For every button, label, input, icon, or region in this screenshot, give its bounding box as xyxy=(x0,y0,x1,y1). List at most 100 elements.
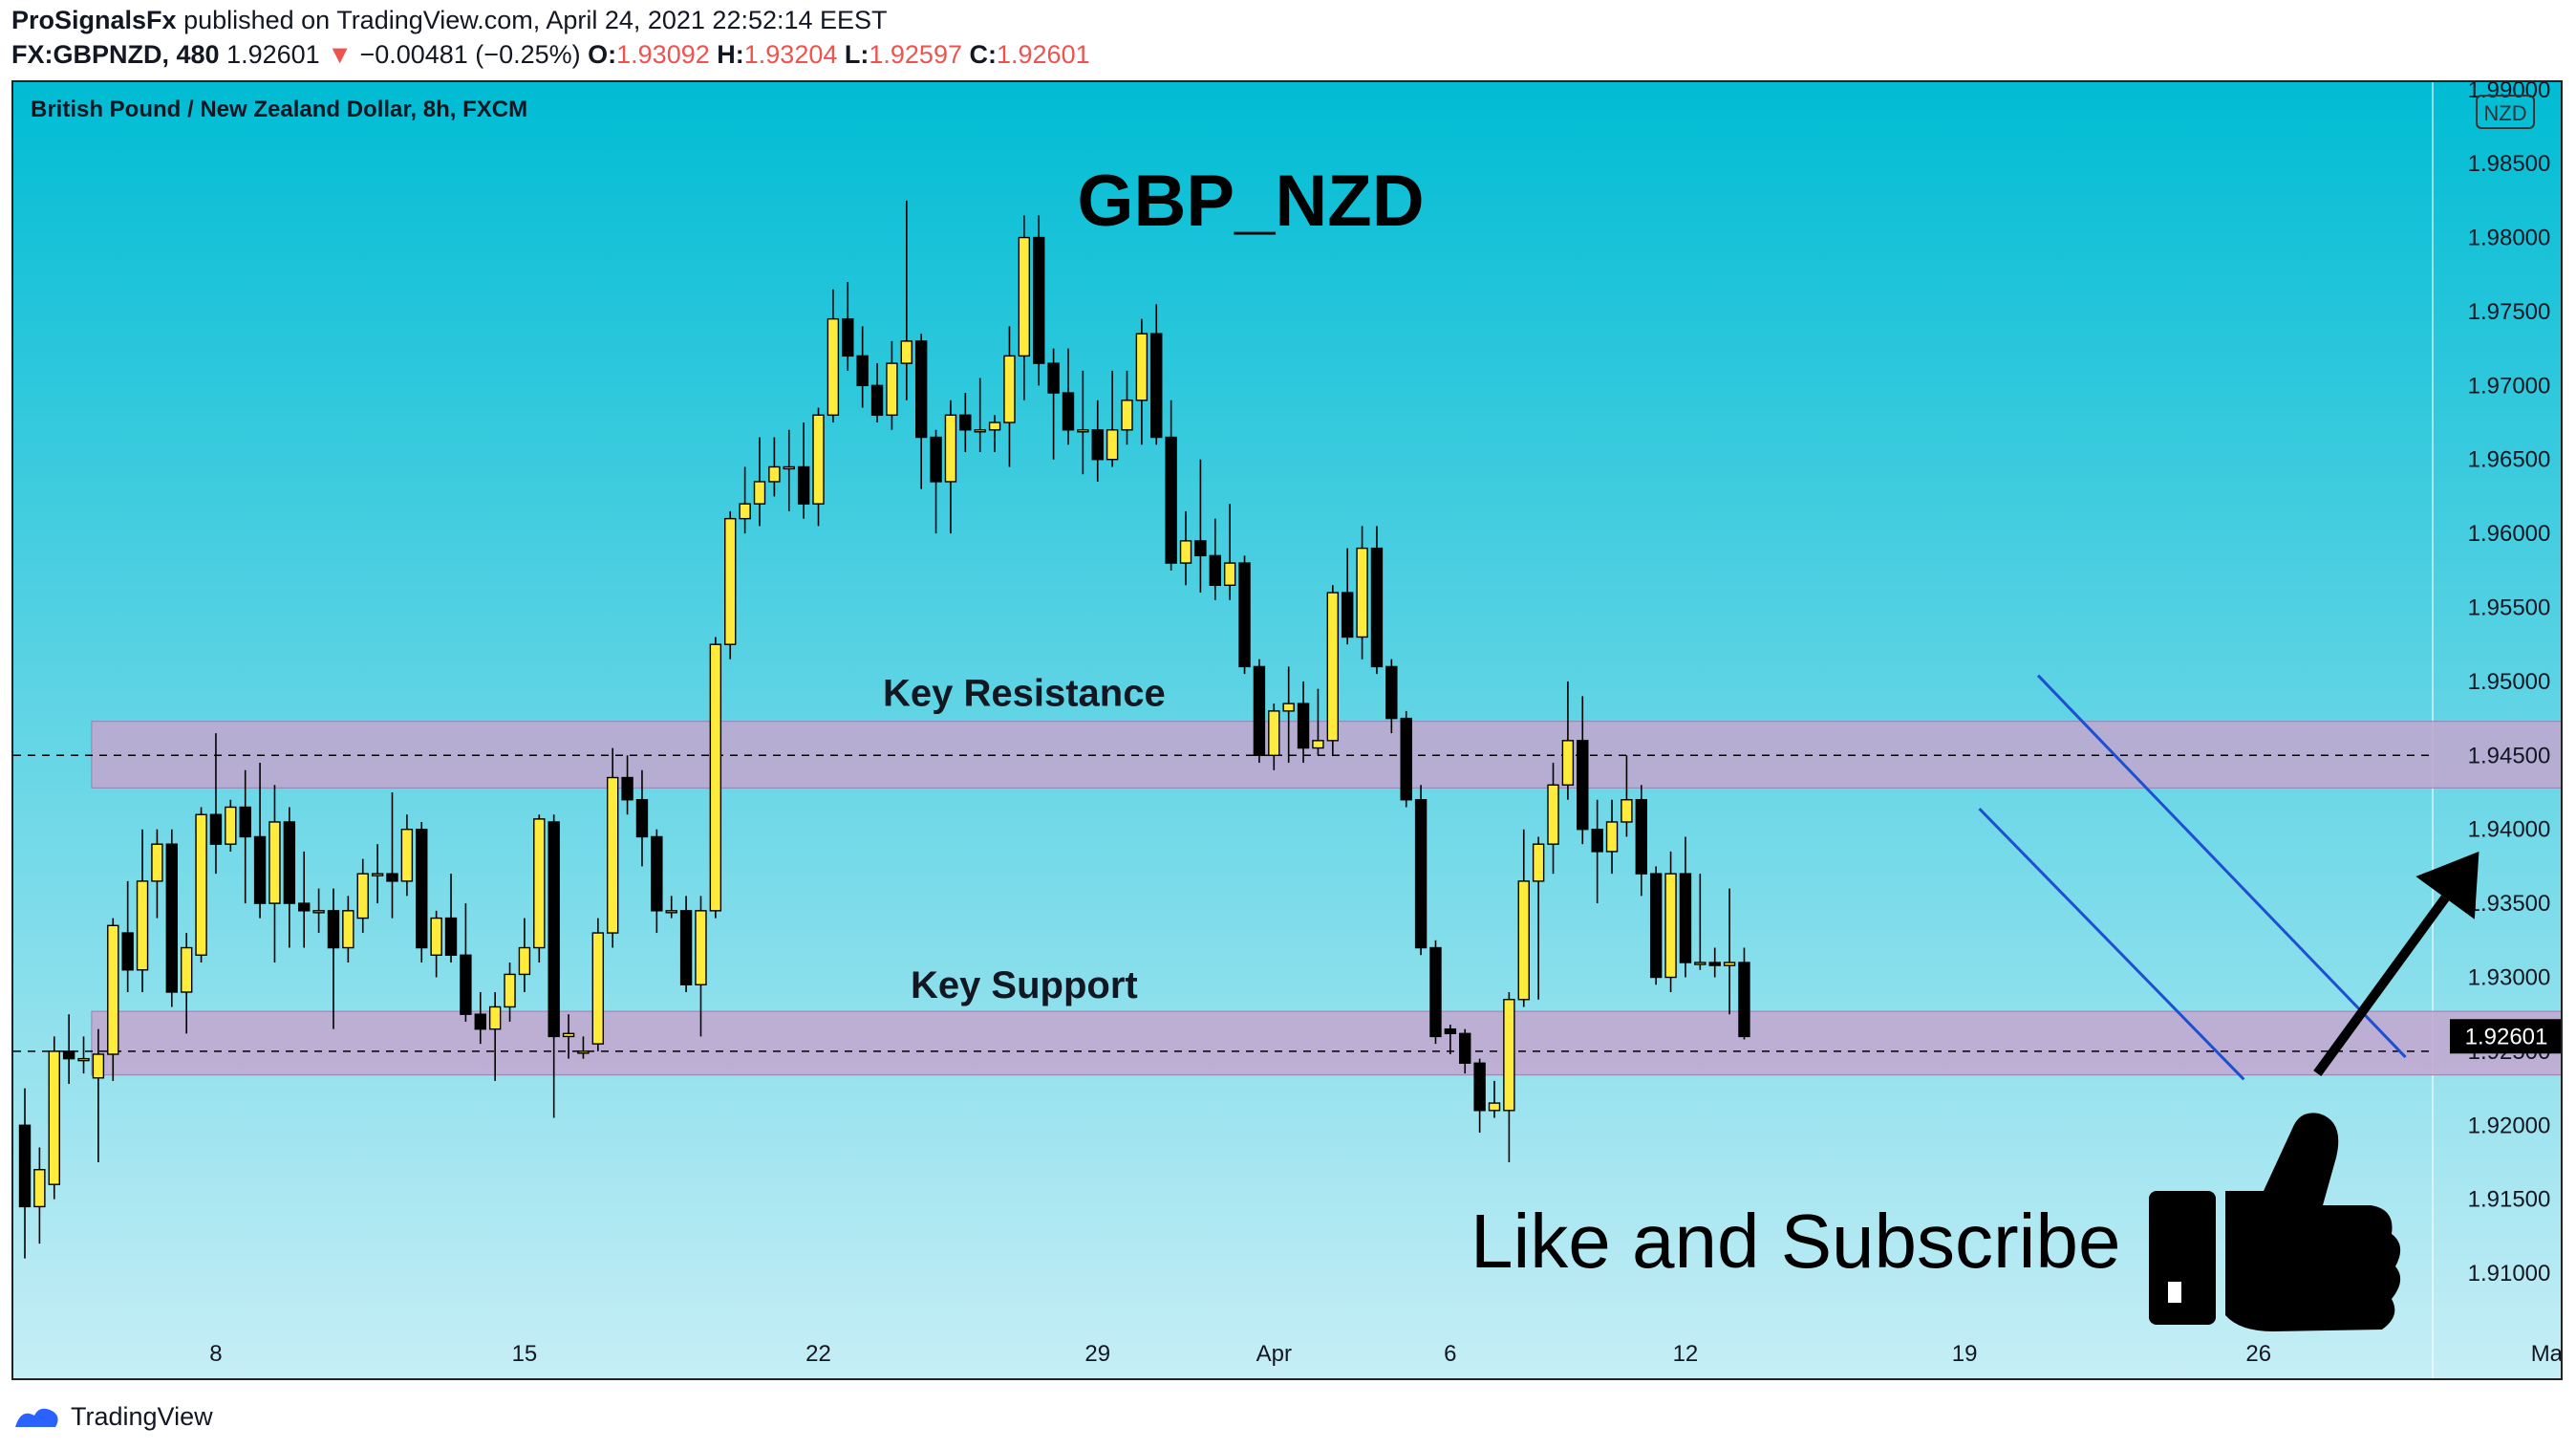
candle xyxy=(783,429,795,511)
candle xyxy=(1268,703,1280,770)
candle-body xyxy=(621,776,633,801)
dashed-levels-layer xyxy=(13,754,2433,1052)
candle xyxy=(607,747,619,948)
candle xyxy=(577,1036,590,1059)
candle xyxy=(1591,799,1603,904)
candle-body xyxy=(826,317,840,416)
candle xyxy=(92,1028,105,1162)
x-tick-label: May xyxy=(2531,1341,2561,1367)
thumbs-up-icon[interactable] xyxy=(2149,1113,2401,1331)
candle-body xyxy=(239,806,251,838)
x-tick-label: 29 xyxy=(1084,1341,1110,1367)
candle xyxy=(1135,318,1148,445)
publisher-name[interactable]: ProSignalsFx xyxy=(11,6,177,34)
candle-body xyxy=(1077,429,1089,433)
candle-body xyxy=(504,973,516,1008)
tradingview-brand[interactable]: TradingView xyxy=(71,1401,213,1431)
y-axis: 1.99000 1.98500 1.98000 1.97500 1.97000 1.965… xyxy=(2468,82,2551,1287)
chart-frame[interactable]: 1.99000 1.98500 1.98000 1.97500 1.97000 1.965… xyxy=(11,80,2563,1380)
candle-body xyxy=(342,910,354,949)
candle xyxy=(1577,696,1589,845)
candle-body xyxy=(430,917,442,956)
candle xyxy=(1297,681,1310,764)
candle xyxy=(1488,1080,1501,1118)
candle xyxy=(1062,348,1075,445)
candle xyxy=(1165,400,1177,571)
candlestick-chart[interactable]: 1.99000 1.98500 1.98000 1.97500 1.97000 1.965… xyxy=(13,82,2561,1378)
footer: TradingView xyxy=(11,1397,213,1436)
candle xyxy=(959,393,972,452)
zone-support xyxy=(91,1010,2561,1076)
candle xyxy=(1621,755,1633,837)
candle xyxy=(416,821,428,963)
close-value: 1.92601 xyxy=(997,40,1090,69)
candle-body xyxy=(1062,392,1075,431)
candle xyxy=(444,874,458,963)
candle xyxy=(651,829,663,934)
tradingview-logo-icon[interactable] xyxy=(11,1402,61,1431)
candle-body xyxy=(886,362,898,416)
candle-body xyxy=(298,902,311,912)
key-resistance-label: Key Resistance xyxy=(883,673,1166,715)
candle-body xyxy=(77,1057,90,1062)
candle-body xyxy=(136,880,149,971)
candle xyxy=(107,918,119,1081)
bullish-arrow-icon xyxy=(2313,851,2479,1077)
candle-body xyxy=(474,1013,486,1030)
candle-body xyxy=(562,1032,575,1038)
candle-body xyxy=(1561,740,1575,786)
candle xyxy=(753,437,766,527)
candle-body xyxy=(679,910,693,985)
candle xyxy=(739,466,751,534)
zones-layer xyxy=(91,721,2561,1076)
currency-badge: NZD xyxy=(2476,95,2535,129)
candle-body xyxy=(48,1050,60,1185)
candle xyxy=(1047,348,1060,460)
candle xyxy=(33,1147,46,1244)
candle-body xyxy=(1444,1027,1457,1035)
candle xyxy=(1033,215,1045,386)
candle xyxy=(679,896,693,992)
y-tick-label: 1.91000 xyxy=(2468,1261,2551,1287)
candle xyxy=(1326,585,1340,756)
zone-resistance xyxy=(91,721,2561,789)
candle-body xyxy=(151,843,163,882)
candle-body xyxy=(1473,1062,1486,1112)
change-down-icon: ▼ xyxy=(327,40,353,69)
candle-body xyxy=(1723,962,1736,966)
candle xyxy=(1503,991,1515,1162)
candle xyxy=(1150,304,1163,445)
like-subscribe-text[interactable]: Like and Subscribe xyxy=(1470,1199,2120,1284)
currency-badge-text: NZD xyxy=(2483,101,2526,125)
candle-body xyxy=(591,932,605,1045)
candle-body xyxy=(1621,799,1633,823)
candle xyxy=(474,991,486,1045)
candle xyxy=(1444,1025,1457,1054)
candle-body xyxy=(1165,436,1177,564)
y-tick-label: 1.93000 xyxy=(2468,964,2551,990)
candle xyxy=(695,896,707,1037)
candle xyxy=(518,918,531,992)
candle xyxy=(1429,940,1442,1045)
candle-body xyxy=(695,910,707,985)
x-tick-label: 22 xyxy=(805,1341,831,1367)
candle-body xyxy=(709,643,722,912)
x-tick-label: Apr xyxy=(1256,1341,1292,1367)
y-tick-label: 1.95500 xyxy=(2468,595,2551,621)
candle-body xyxy=(356,873,369,919)
candle xyxy=(635,769,649,867)
candle-body xyxy=(1121,400,1133,431)
candle-body xyxy=(1385,665,1398,720)
candle xyxy=(870,363,884,423)
candle xyxy=(1385,659,1398,734)
candle-body xyxy=(1033,236,1045,364)
last-price-marker: 1.92601 xyxy=(2450,1019,2561,1054)
candle-body xyxy=(1356,547,1368,638)
candle xyxy=(974,378,986,452)
candle-body xyxy=(180,946,193,993)
candle-body xyxy=(533,818,546,949)
last-price-label: 1.92601 xyxy=(2465,1024,2548,1049)
candle xyxy=(1356,526,1368,660)
candle xyxy=(268,785,281,963)
y-tick-label: 1.91500 xyxy=(2468,1187,2551,1213)
